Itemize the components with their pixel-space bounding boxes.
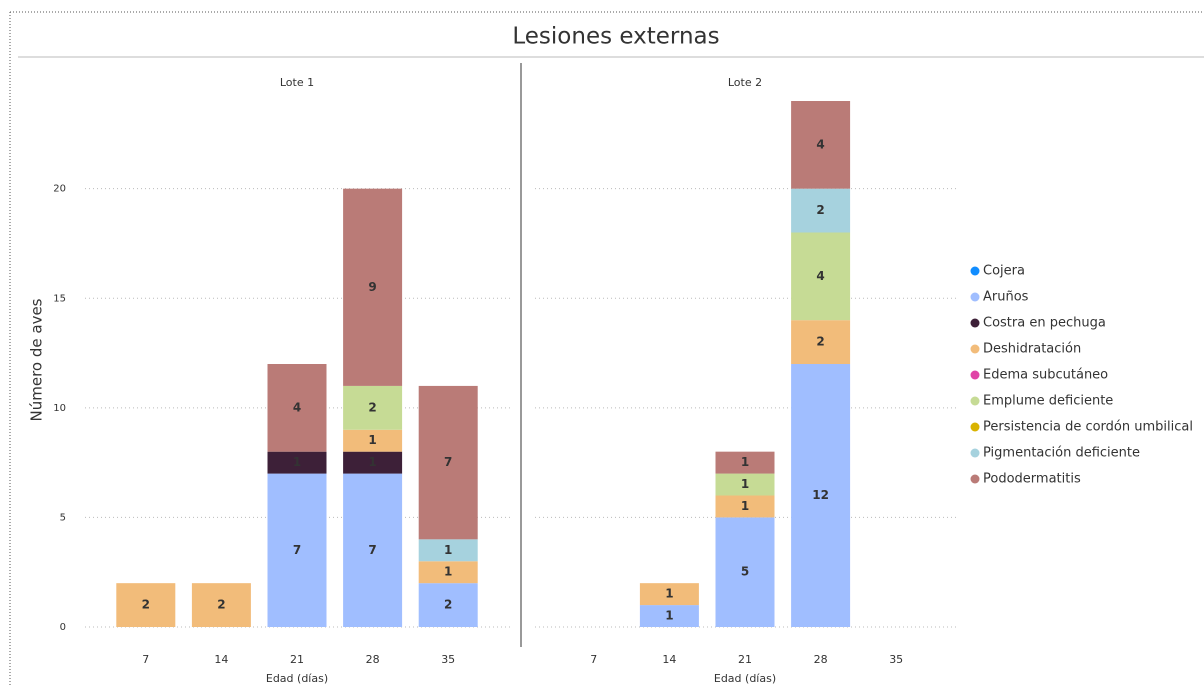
legend-label: Pododermatitis <box>983 472 1081 487</box>
data-label: 1 <box>368 455 376 469</box>
bar-segment <box>343 429 403 452</box>
x-tick-label: 28 <box>814 653 828 666</box>
y-tick-label: 5 <box>60 512 66 523</box>
x-tick-label: 14 <box>214 653 228 666</box>
data-label: 1 <box>444 543 452 557</box>
data-label: 12 <box>812 488 829 502</box>
y-tick-label: 0 <box>60 622 66 633</box>
y-tick-label: 20 <box>53 184 66 195</box>
data-label: 1 <box>741 477 749 491</box>
bar-segment <box>791 101 851 189</box>
data-label: 4 <box>816 269 824 283</box>
data-label: 2 <box>816 203 824 217</box>
data-label: 9 <box>368 280 376 294</box>
data-label: 1 <box>741 455 749 469</box>
bar-segment <box>343 188 403 386</box>
legend-label: Persistencia de cordón umbilical <box>983 420 1193 435</box>
data-label: 2 <box>444 598 452 612</box>
data-label: 1 <box>665 609 673 623</box>
legend-label: Deshidratación <box>983 342 1081 357</box>
x-axis-label: Edad (días) <box>714 672 776 685</box>
data-label: 7 <box>444 455 452 469</box>
data-label: 7 <box>368 543 376 557</box>
legend-label: Costra en pechuga <box>983 316 1106 331</box>
bar-segment <box>715 495 775 518</box>
bar-segment <box>418 539 478 562</box>
bar-segment <box>343 473 403 627</box>
panel-title: Lote 2 <box>728 76 762 89</box>
bar-segment <box>343 385 403 430</box>
y-axis-label: Número de aves <box>28 298 46 421</box>
bar-segment <box>191 583 251 627</box>
bar-segment <box>715 451 775 474</box>
bar-segment <box>791 232 851 321</box>
bar-segment <box>267 451 327 474</box>
x-tick-label: 7 <box>142 653 149 666</box>
legend-marker <box>970 370 980 380</box>
legend-marker <box>970 422 980 432</box>
legend-marker <box>970 292 980 302</box>
bar-segment <box>715 517 775 627</box>
data-label: 4 <box>816 137 824 151</box>
bar-segment <box>791 188 851 233</box>
legend-marker <box>970 448 980 458</box>
y-tick-label: 10 <box>53 403 66 414</box>
bar-segment <box>639 583 699 606</box>
bar-segment <box>418 561 478 584</box>
bar-segment <box>267 473 327 627</box>
data-label: 2 <box>217 598 225 612</box>
bar-segment <box>715 473 775 496</box>
bar-segment <box>267 364 327 452</box>
x-tick-label: 21 <box>738 653 752 666</box>
y-tick-label: 15 <box>53 293 66 304</box>
data-label: 1 <box>368 433 376 447</box>
bar-segment <box>418 583 478 627</box>
legend-marker <box>970 318 980 328</box>
data-label: 1 <box>741 499 749 513</box>
data-label: 1 <box>293 455 301 469</box>
legend-label: Edema subcutáneo <box>983 368 1108 383</box>
bar-segment <box>639 605 699 627</box>
x-tick-label: 21 <box>290 653 304 666</box>
x-tick-label: 35 <box>889 653 903 666</box>
bar-segment <box>791 320 851 364</box>
chart-title: Lesiones externas <box>512 24 719 50</box>
legend-marker <box>970 266 980 276</box>
data-label: 5 <box>741 565 749 579</box>
bar-segment <box>418 385 478 540</box>
data-label: 2 <box>368 400 376 414</box>
data-label: 1 <box>665 587 673 601</box>
legend-label: Aruños <box>983 290 1029 305</box>
bar-segment <box>116 583 176 627</box>
bar-segment <box>343 451 403 474</box>
legend-label: Emplume deficiente <box>983 394 1113 409</box>
legend-marker <box>970 474 980 484</box>
panel-title: Lote 1 <box>280 76 314 89</box>
x-axis-label: Edad (días) <box>266 672 328 685</box>
legend-marker <box>970 396 980 406</box>
legend-label: Pigmentación deficiente <box>983 446 1140 461</box>
data-label: 7 <box>293 543 301 557</box>
data-label: 2 <box>816 335 824 349</box>
data-label: 1 <box>444 565 452 579</box>
bar-segment <box>791 364 851 627</box>
x-tick-label: 7 <box>590 653 597 666</box>
legend-label: Cojera <box>983 264 1025 279</box>
legend-marker <box>970 344 980 354</box>
x-tick-label: 14 <box>662 653 676 666</box>
data-label: 2 <box>142 598 150 612</box>
data-label: 4 <box>293 400 301 414</box>
x-tick-label: 28 <box>366 653 380 666</box>
x-tick-label: 35 <box>441 653 455 666</box>
